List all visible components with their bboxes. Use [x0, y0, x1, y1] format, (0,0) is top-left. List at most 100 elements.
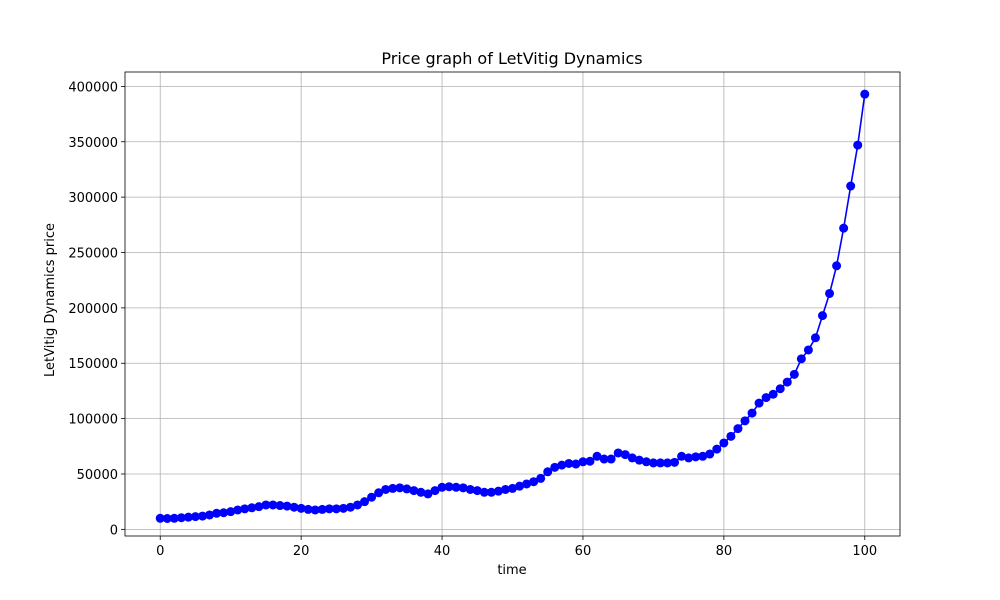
- data-point: [409, 486, 419, 496]
- data-point: [444, 482, 454, 492]
- data-point: [846, 181, 856, 191]
- data-point: [761, 393, 771, 403]
- data-point: [789, 369, 799, 379]
- data-point: [740, 416, 750, 426]
- data-point: [472, 486, 482, 496]
- data-point: [515, 481, 525, 491]
- data-point: [423, 489, 433, 499]
- data-point: [712, 444, 722, 454]
- chart-title: Price graph of LetVitig Dynamics: [381, 49, 642, 68]
- data-point: [634, 455, 644, 465]
- data-point: [606, 454, 616, 464]
- data-point: [240, 504, 250, 514]
- data-point: [367, 492, 377, 502]
- data-point: [522, 479, 532, 489]
- plot-area-border: [124, 71, 901, 537]
- data-point: [860, 89, 870, 99]
- x-tick-label: 0: [156, 544, 164, 559]
- data-point: [536, 473, 546, 483]
- data-point: [825, 288, 835, 298]
- data-point: [254, 502, 264, 512]
- data-point: [853, 140, 863, 150]
- data-point: [317, 504, 327, 514]
- data-point: [557, 460, 567, 470]
- data-point: [183, 512, 193, 522]
- data-point: [233, 505, 243, 515]
- data-point: [282, 501, 292, 511]
- data-point: [458, 483, 468, 493]
- y-axis-title: LetVitig Dynamics price: [43, 223, 58, 377]
- data-point: [296, 503, 306, 513]
- data-point: [529, 477, 539, 487]
- data-point: [486, 487, 496, 497]
- plot-frame: [124, 71, 901, 537]
- data-point: [810, 333, 820, 343]
- axes: 0 20 40 60 80 100 0 50000 100000 150000 200000 2500…: [68, 80, 877, 559]
- data-point: [719, 438, 729, 448]
- data-point: [198, 511, 207, 521]
- data-point: [832, 261, 842, 271]
- data-point: [275, 501, 285, 511]
- y-tick-label: 400000: [68, 80, 118, 95]
- data-point: [578, 457, 588, 467]
- data-point: [261, 500, 271, 510]
- data-point: [430, 486, 440, 496]
- data-point: [162, 514, 172, 524]
- data-point: [381, 484, 391, 494]
- data-point: [754, 398, 764, 408]
- data-point: [726, 431, 736, 441]
- data-point: [402, 484, 412, 494]
- data-point: [395, 483, 405, 493]
- data-point: [493, 486, 503, 496]
- data-point: [677, 451, 687, 461]
- data-point: [705, 449, 715, 459]
- data-point: [648, 458, 658, 468]
- data-point: [818, 311, 827, 321]
- data-point: [388, 483, 398, 493]
- data-point: [684, 453, 694, 463]
- data-point: [465, 484, 475, 494]
- y-tick-label: 150000: [68, 357, 118, 372]
- data-point: [543, 467, 553, 477]
- data-point: [747, 408, 757, 418]
- data-point: [564, 458, 574, 468]
- data-point: [768, 389, 778, 399]
- data-point: [331, 504, 341, 514]
- data-point: [212, 508, 222, 518]
- data-point: [592, 451, 602, 461]
- x-axis-title: time: [497, 563, 526, 578]
- data-point: [190, 512, 200, 522]
- data-point: [691, 452, 701, 462]
- data-point: [360, 497, 370, 507]
- data-point: [698, 451, 708, 461]
- x-tick-label: 100: [852, 544, 877, 559]
- y-tick-label: 0: [110, 523, 118, 538]
- y-tick-label: 250000: [68, 247, 118, 262]
- data-point: [599, 454, 609, 464]
- x-tick-label: 80: [716, 544, 733, 559]
- data-point: [803, 345, 813, 355]
- x-tick-label: 20: [293, 544, 310, 559]
- data-point: [338, 503, 348, 513]
- data-point: [500, 484, 510, 494]
- data-point: [550, 462, 560, 472]
- x-tick-label: 60: [575, 544, 592, 559]
- data-point: [176, 513, 186, 523]
- data-point: [613, 448, 623, 458]
- data-point: [169, 513, 179, 523]
- data-point: [374, 488, 384, 498]
- y-tick-label: 200000: [68, 302, 118, 317]
- grid-lines: [125, 72, 900, 536]
- data-point: [641, 457, 651, 467]
- data-point: [310, 505, 320, 515]
- data-point: [585, 456, 595, 466]
- data-point: [324, 504, 334, 514]
- data-point: [627, 453, 637, 463]
- y-tick-label: 350000: [68, 136, 118, 151]
- data-point: [508, 483, 517, 493]
- data-point: [247, 503, 257, 513]
- data-point: [437, 482, 447, 492]
- data-point: [670, 457, 680, 467]
- data-point: [226, 507, 236, 517]
